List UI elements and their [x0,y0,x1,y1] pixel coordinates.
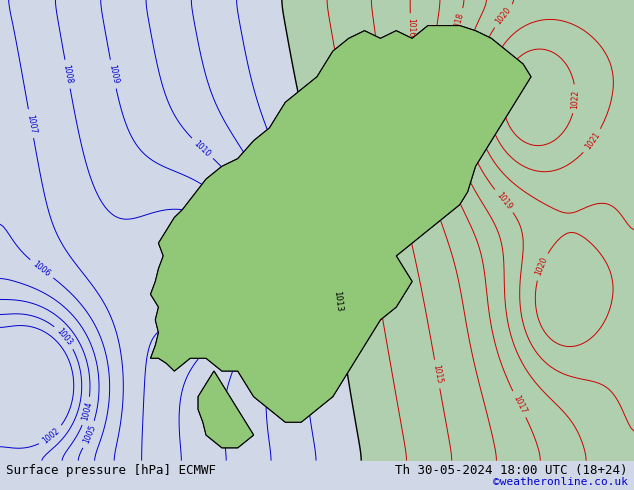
Text: 1017: 1017 [511,393,527,415]
Text: 1021: 1021 [583,131,602,151]
Text: 1013: 1013 [332,290,344,312]
Text: 1012: 1012 [300,306,309,325]
Text: 1018: 1018 [452,12,466,32]
Text: 1006: 1006 [31,259,52,278]
Text: 1016: 1016 [406,18,415,37]
Text: 1019: 1019 [495,191,514,211]
Text: 1022: 1022 [570,89,580,109]
Polygon shape [198,371,254,448]
Polygon shape [150,25,531,422]
Text: 1014: 1014 [351,163,363,184]
Text: 1020: 1020 [494,5,513,26]
Text: Surface pressure [hPa] ECMWF: Surface pressure [hPa] ECMWF [6,465,216,477]
Polygon shape [150,25,531,422]
Text: Th 30-05-2024 18:00 UTC (18+24): Th 30-05-2024 18:00 UTC (18+24) [395,465,628,477]
Text: 1004: 1004 [80,401,94,421]
Text: 1007: 1007 [25,113,37,134]
Text: 1002: 1002 [41,426,61,445]
Text: 1009: 1009 [107,64,119,85]
Polygon shape [198,371,254,448]
Text: ©weatheronline.co.uk: ©weatheronline.co.uk [493,477,628,487]
Text: 1011: 1011 [266,333,279,353]
Text: 1008: 1008 [61,64,74,84]
Text: 1020: 1020 [534,256,549,277]
Text: 1003: 1003 [55,327,74,347]
Text: 1005: 1005 [81,424,97,445]
Text: 1010: 1010 [192,139,212,158]
Text: 1015: 1015 [431,364,443,384]
